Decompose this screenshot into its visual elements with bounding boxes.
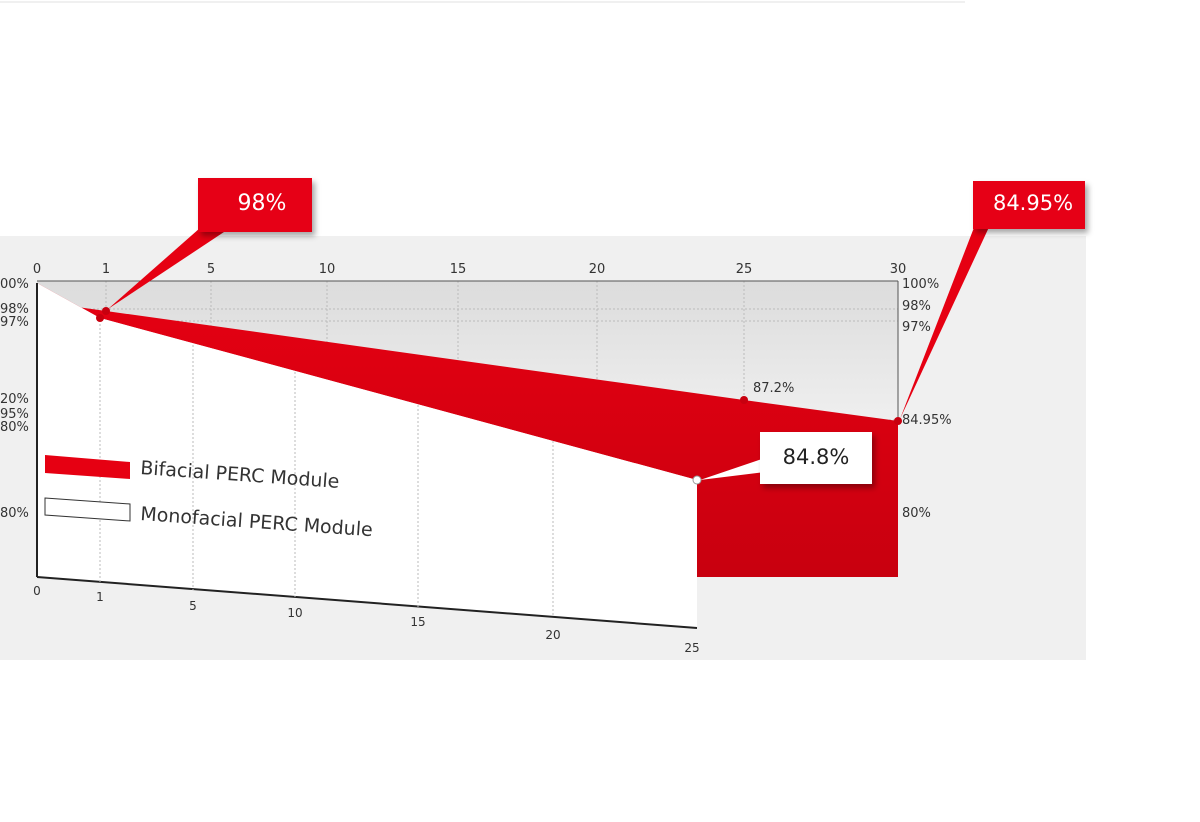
- top-tick-label: 25: [736, 262, 753, 277]
- callout-box: [973, 181, 1085, 229]
- point-label: 87.2%: [753, 381, 794, 396]
- left-tick-label: 00%: [0, 277, 29, 292]
- top-tick-label: 15: [450, 262, 467, 277]
- right-tick-label: 80%: [902, 506, 931, 521]
- bottom-tick-label: 25: [684, 641, 699, 655]
- bifacial-area: [37, 283, 898, 577]
- right-tick-label: 84.95%: [902, 413, 952, 428]
- grid-front: [99, 320, 554, 617]
- callout-text: 84.95%: [993, 191, 1073, 215]
- bottom-tick-label: 5: [189, 599, 197, 613]
- right-tick-label: 98%: [902, 299, 931, 314]
- top-tick-label: 0: [33, 262, 41, 277]
- bottom-tick-label: 10: [287, 606, 302, 620]
- callout-box: [198, 178, 312, 232]
- top-tick-label: 30: [890, 262, 907, 277]
- legend-swatch: [45, 455, 130, 479]
- callout-text: 98%: [238, 191, 287, 216]
- callout-pointer: [700, 458, 765, 480]
- top-tick-label: 10: [319, 262, 336, 277]
- monofacial-area: [37, 283, 697, 628]
- bottom-axis: [36, 576, 698, 629]
- top-tick-label: 5: [207, 262, 215, 277]
- left-tick-label: 20%: [0, 392, 29, 407]
- callout-box: [760, 432, 872, 484]
- callout-pointer: [900, 225, 990, 419]
- bottom-tick-label: 15: [410, 615, 425, 629]
- bottom-tick-label: 1: [96, 590, 104, 604]
- point: [692, 475, 702, 485]
- bottom-tick-label: 0: [33, 584, 41, 598]
- point: [96, 314, 104, 322]
- left-tick-label: 80%: [0, 506, 29, 521]
- point: [102, 307, 110, 315]
- top-tick-label: 20: [589, 262, 606, 277]
- bottom-tick-label: 20: [545, 628, 560, 642]
- right-tick-label: 100%: [902, 277, 939, 292]
- right-tick-label: 97%: [902, 320, 931, 335]
- left-tick-label: 97%: [0, 315, 29, 330]
- axis-labels: 0 1 5 10 15 20 25 30100%98%97%84.95%80%00%98%97…: [0, 262, 952, 655]
- legend-swatch: [44, 497, 131, 522]
- callout-pointer: [108, 228, 230, 309]
- left-tick-label: 80%: [0, 420, 29, 435]
- top-tick-label: 1: [102, 262, 110, 277]
- left-tick-label: 95%: [0, 407, 29, 422]
- left-tick-label: 98%: [0, 302, 29, 317]
- point: [894, 417, 902, 425]
- point: [740, 396, 748, 404]
- callout-text: 84.8%: [783, 445, 850, 469]
